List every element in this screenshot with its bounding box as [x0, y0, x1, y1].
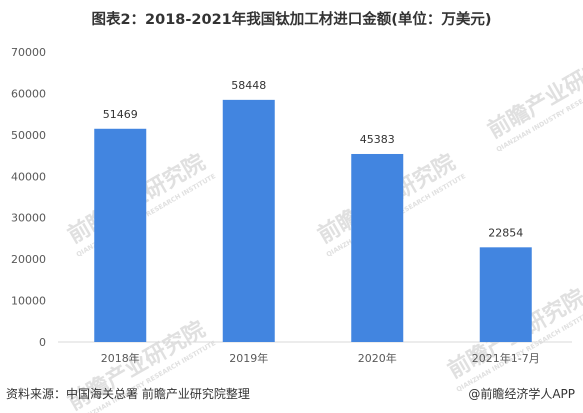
brand-credit: @前瞻经济学人APP [468, 387, 575, 401]
y-tick-label: 40000 [11, 170, 46, 183]
x-axis: 2018年 2019年 2020年 2021年1-7月 [101, 351, 540, 365]
data-label: 51469 [103, 108, 138, 121]
x-tick-label: 2018年 [101, 351, 140, 365]
y-tick-label: 60000 [11, 87, 46, 100]
y-tick-label: 20000 [11, 253, 46, 266]
bar [94, 128, 147, 342]
data-label: 22854 [488, 226, 523, 239]
y-axis: 0 10000 20000 30000 40000 50000 60000 70000 [11, 46, 46, 349]
data-labels: 51469 58448 45383 22854 [103, 79, 524, 239]
x-tick-label: 2019年 [229, 351, 268, 365]
data-label: 45383 [360, 133, 395, 146]
x-tick-label: 2020年 [358, 351, 397, 365]
y-tick-label: 10000 [11, 295, 46, 308]
x-tick-label: 2021年1-7月 [472, 351, 540, 365]
bars [94, 99, 532, 343]
y-tick-label: 50000 [11, 129, 46, 142]
bar [479, 247, 532, 342]
y-tick-label: 30000 [11, 212, 46, 225]
data-label: 58448 [231, 79, 266, 92]
y-tick-label: 0 [39, 336, 46, 349]
chart-title: 图表2：2018-2021年我国钛加工材进口金额(单位：万美元) [91, 12, 492, 28]
y-tick-label: 70000 [11, 46, 46, 59]
bar [222, 99, 275, 343]
bar [351, 153, 404, 342]
source-note: 资料来源：中国海关总署 前瞻产业研究院整理 [6, 387, 250, 401]
